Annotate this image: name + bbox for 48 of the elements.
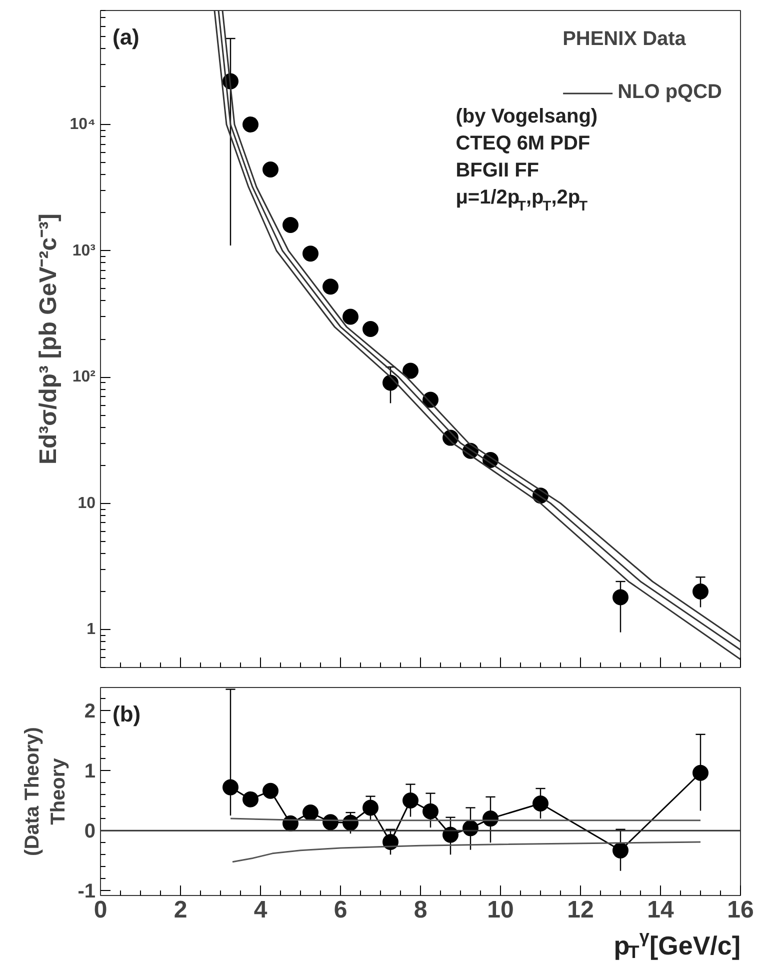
point: [222, 779, 238, 796]
legend-label: NLO pQCD: [618, 81, 722, 104]
y-tick-label: 1: [84, 760, 96, 782]
y-tick-label: -1: [78, 880, 96, 903]
annotation: (by Vogelsang): [456, 106, 598, 128]
x-tick-label: 10: [487, 896, 514, 924]
x-tick-label: 2: [174, 896, 188, 924]
annotation: (a): [112, 24, 140, 50]
y-tick-label: 0: [84, 820, 96, 843]
x-tick-label: 8: [414, 896, 428, 924]
point: [242, 116, 258, 132]
point: [362, 800, 378, 816]
y-tick-label: 10⁴: [70, 116, 96, 134]
point: [692, 584, 708, 600]
x-tick-label: 16: [727, 896, 754, 924]
point: [382, 834, 398, 850]
y-tick-label: 10³: [72, 242, 96, 260]
y-axis-title: Ed³σ/dp³ [pb GeV⁻²c⁻³]: [34, 213, 62, 465]
point: [692, 764, 708, 781]
point: [612, 842, 628, 858]
x-tick-label: 6: [334, 896, 348, 924]
point: [302, 804, 318, 821]
y-tick-label: 10: [78, 494, 96, 512]
point: [302, 246, 318, 262]
legend-title: PHENIX Data: [562, 28, 687, 51]
point: [262, 782, 278, 799]
point: [532, 796, 548, 812]
annotation: CTEQ 6M PDF: [456, 132, 590, 154]
point: [422, 803, 438, 820]
x-tick-label: 4: [254, 896, 268, 924]
point: [282, 217, 298, 233]
x-tick-label: 12: [567, 896, 594, 924]
y-tick-label: 2: [84, 700, 96, 722]
point: [612, 589, 628, 606]
point: [262, 162, 278, 178]
x-tick-label: 14: [647, 896, 674, 924]
y-tick-label: 1: [86, 620, 96, 638]
point: [362, 321, 378, 337]
line-series: [232, 841, 702, 863]
annotation: BFGII FF: [456, 160, 540, 182]
point: [402, 362, 418, 379]
point: [322, 278, 338, 295]
y-tick-label: 10²: [72, 368, 96, 386]
point: [242, 791, 258, 808]
y-axis-title: (Data Theory) Theory: [21, 727, 70, 856]
point: [402, 792, 418, 809]
annotation: (b): [112, 702, 141, 726]
point: [342, 308, 358, 325]
